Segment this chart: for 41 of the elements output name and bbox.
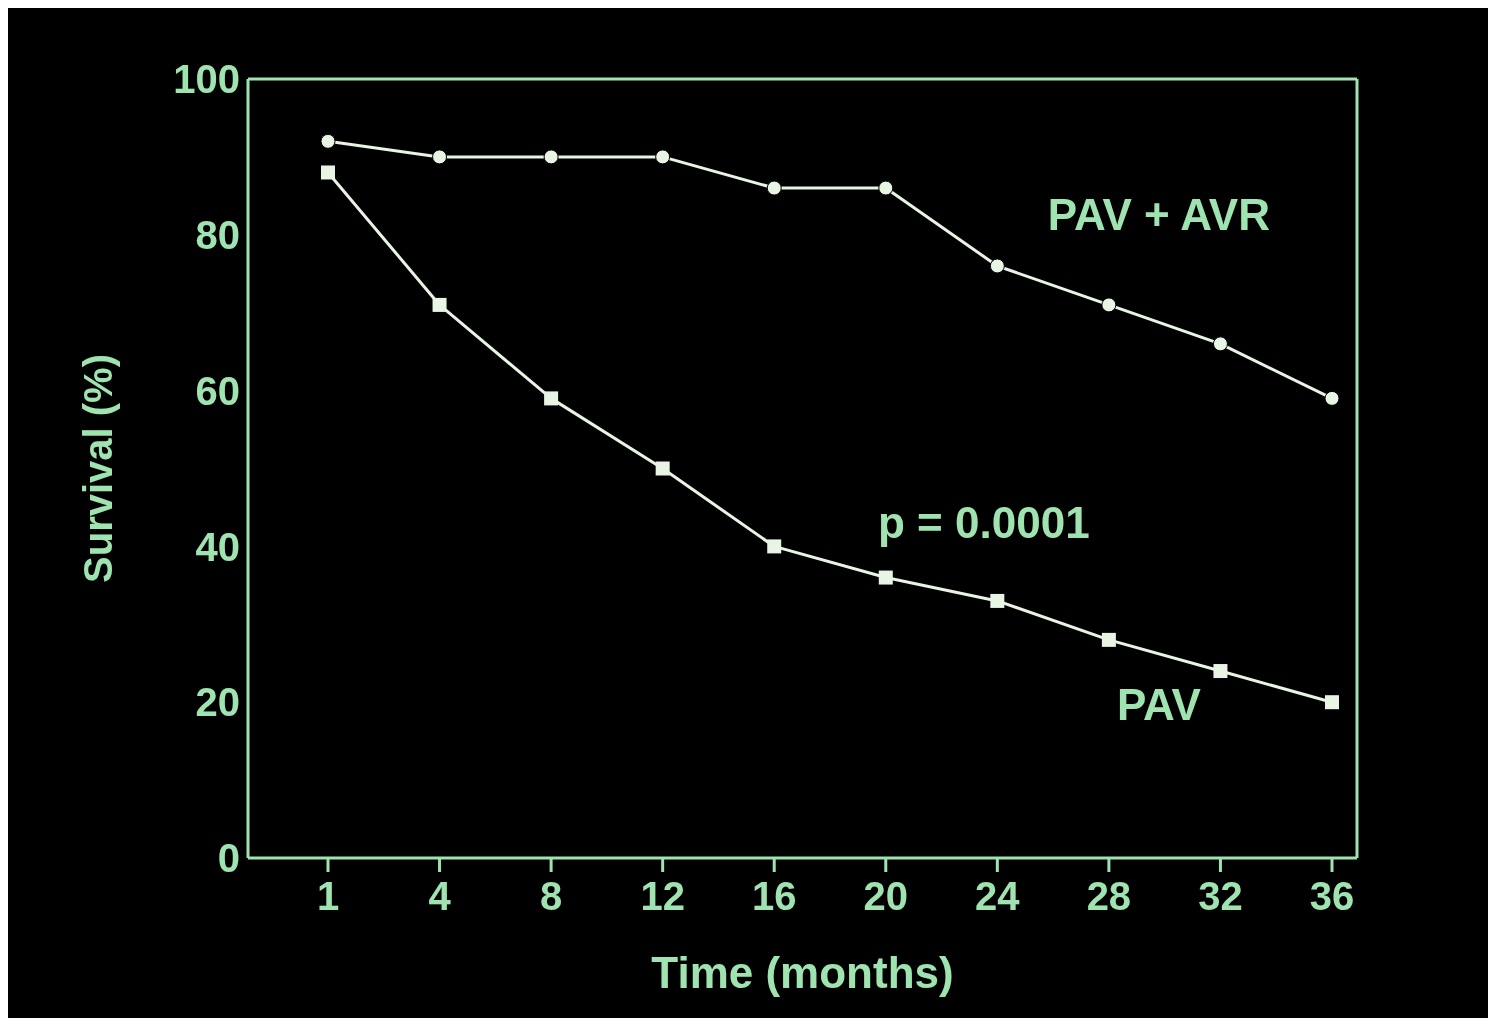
point — [544, 391, 559, 406]
x-axis-title: Time (months) — [651, 948, 954, 997]
y-tick-label: 20 — [195, 680, 240, 725]
point — [990, 593, 1005, 608]
x-tick-label: 4 — [428, 874, 452, 919]
x-tick-label: 36 — [1309, 874, 1355, 919]
point — [767, 539, 782, 554]
series-label: PAV — [1116, 679, 1202, 729]
x-tick-label: 16 — [751, 874, 797, 919]
point — [766, 180, 782, 196]
point — [543, 149, 559, 165]
y-axis-title: Survival (%) — [76, 354, 121, 583]
y-tick-label: 0 — [217, 836, 240, 881]
point — [1324, 390, 1340, 406]
point — [878, 180, 894, 196]
x-tick-label: 24 — [975, 874, 1021, 919]
y-tick-label: 60 — [195, 368, 240, 413]
point — [1101, 632, 1116, 647]
point — [1101, 297, 1117, 313]
point — [1213, 664, 1228, 679]
point — [320, 133, 336, 149]
point — [432, 297, 447, 312]
y-tick-label: 80 — [195, 213, 240, 257]
point — [655, 461, 670, 476]
point — [1325, 695, 1339, 710]
annotation: p = 0.0001 — [878, 498, 1090, 548]
point — [321, 165, 335, 180]
x-tick-label: 28 — [1086, 874, 1132, 919]
point — [989, 258, 1005, 274]
y-tick-label: 100 — [173, 57, 240, 102]
x-tick-label: 12 — [640, 874, 685, 919]
x-tick-label: 32 — [1198, 874, 1243, 919]
x-tick-label: 8 — [539, 874, 563, 919]
x-tick-label: 20 — [863, 874, 909, 919]
y-tick-label: 40 — [195, 524, 240, 569]
point — [878, 570, 893, 585]
series-label: PAV + AVR — [1047, 189, 1270, 239]
point — [655, 149, 671, 165]
x-tick-label: 1 — [316, 874, 340, 919]
point — [432, 149, 448, 165]
point — [1212, 336, 1228, 352]
